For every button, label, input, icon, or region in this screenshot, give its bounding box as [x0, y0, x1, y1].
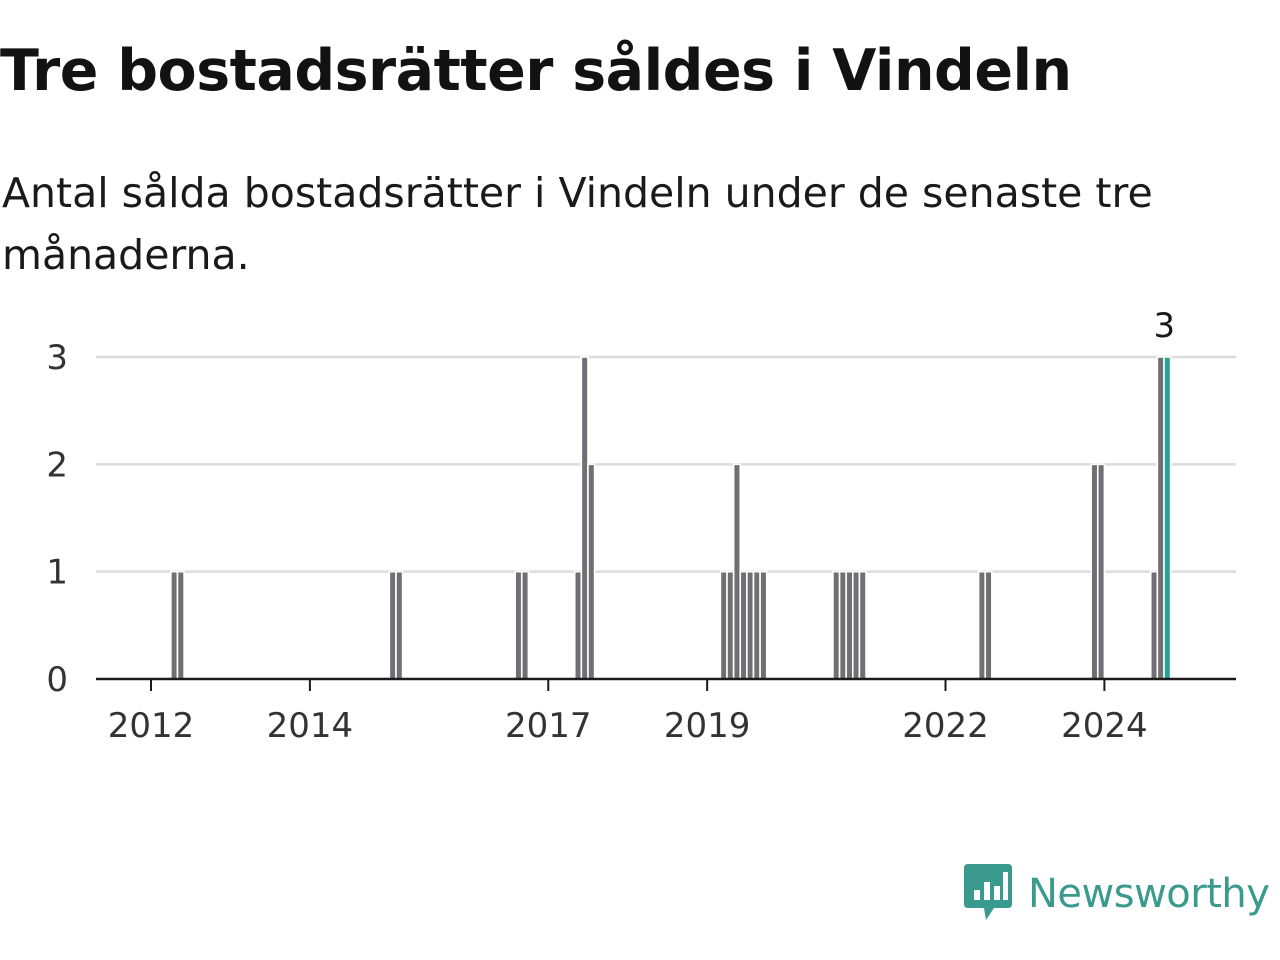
grid-lines: [96, 355, 1236, 573]
bar: [739, 570, 748, 680]
x-tick-label: 2024: [1061, 706, 1148, 746]
x-axis: 2012 2014 2017 2019 2022 2024: [96, 677, 1236, 746]
bar: [580, 356, 589, 680]
y-tick-label: 0: [46, 660, 68, 700]
bar: [852, 570, 861, 680]
y-tick-label: 2: [46, 445, 68, 485]
bar: [726, 570, 735, 680]
x-tick-label: 2012: [108, 706, 195, 746]
bar: [732, 463, 742, 680]
chart-title: Tre bostadsrätter såldes i Vindeln: [0, 38, 1072, 104]
chart-subtitle: Antal sålda bostadsrätter i Vindeln unde…: [2, 169, 1153, 279]
bar: [587, 463, 596, 680]
bar: [1156, 356, 1165, 680]
value-label: 3: [1153, 306, 1175, 346]
bars: [170, 356, 1172, 680]
bar: [838, 570, 847, 680]
bar: [984, 570, 993, 680]
bar: [170, 570, 179, 680]
bar: [176, 570, 185, 680]
bar: [759, 570, 768, 680]
newsworthy-logo-icon: [964, 864, 1012, 920]
bar: [832, 570, 841, 680]
bar-chart: 0 1 2 3 2012 2014 2017 2019 2022 2024 3: [46, 306, 1236, 746]
bar: [845, 570, 854, 680]
bar: [388, 570, 397, 680]
bar: [1149, 570, 1159, 680]
y-tick-label: 1: [46, 553, 68, 593]
bar: [520, 570, 530, 680]
annotations: 3: [1153, 306, 1175, 346]
bar: [752, 570, 761, 680]
x-tick-label: 2019: [664, 706, 751, 746]
bar: [573, 570, 583, 680]
bar: [746, 570, 755, 680]
bar: [719, 570, 728, 680]
bar: [977, 570, 987, 680]
x-tick-label: 2022: [902, 706, 989, 746]
bar: [395, 570, 404, 680]
y-axis: 0 1 2 3: [46, 338, 68, 700]
y-tick-label: 3: [46, 338, 68, 378]
bar: [1090, 463, 1099, 680]
bar-highlight: [1163, 356, 1172, 680]
bar: [514, 570, 523, 680]
x-tick-label: 2017: [505, 706, 592, 746]
newsworthy-logo[interactable]: Newsworthy: [962, 864, 1270, 924]
bar: [1096, 463, 1106, 680]
x-tick-label: 2014: [267, 706, 354, 746]
brand-name: Newsworthy: [1028, 871, 1270, 917]
bar: [858, 570, 867, 680]
